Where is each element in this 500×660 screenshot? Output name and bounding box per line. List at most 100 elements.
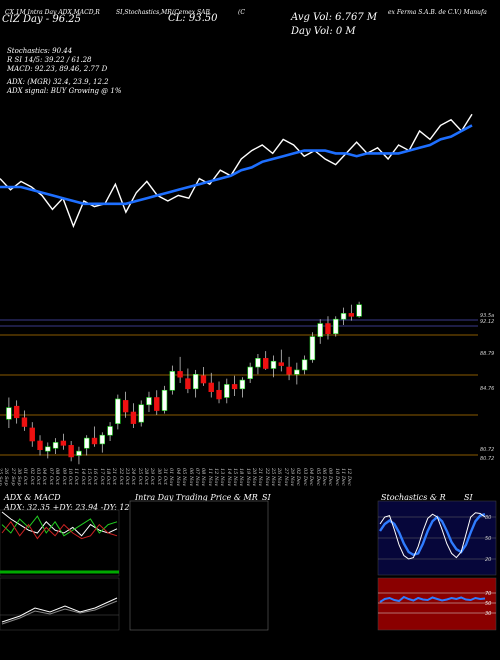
candle-body [286, 366, 292, 375]
candle-body [278, 362, 284, 366]
date-label: 11 Dec [339, 468, 346, 486]
stoch-level-label: 50 [485, 536, 491, 542]
date-label: 07 Nov [193, 468, 200, 487]
candle-body [356, 304, 362, 317]
candle-body [169, 371, 176, 391]
date-label: 19 Nov [244, 468, 251, 487]
candle-body [309, 336, 316, 361]
adx-panel-values: ADX: 32.35 +DY: 23.94 -DY: 12.23 [4, 503, 143, 512]
date-label: 27 Nov [282, 468, 289, 487]
intraday-panel [129, 500, 269, 631]
date-label: 17 Oct [98, 468, 105, 485]
header-symbol: CX 1M Intra Day ADX,MACD,R [5, 9, 100, 16]
candle-body [21, 417, 28, 427]
candle-body [138, 404, 144, 423]
date-label: 08 Oct [54, 468, 61, 485]
candle-body [37, 440, 43, 450]
intraday-panel-si: SI [262, 493, 271, 502]
candle-body [29, 427, 35, 442]
date-label: 07 Oct [47, 468, 54, 485]
macd-readout: MACD: 92.23, 89.46, 2.77 D [7, 65, 108, 73]
stoch-level-label: 80 [485, 515, 491, 521]
date-label: 13 Nov [219, 468, 226, 487]
date-label: 22 Oct [117, 468, 124, 485]
date-label: 09 Oct [60, 468, 67, 485]
close-label: CL: 93.50 [168, 13, 218, 24]
adx-panel [0, 509, 120, 577]
date-label: 21 Nov [257, 468, 264, 487]
rsi-level-label: 30 [485, 611, 491, 617]
price-label: 80.72 [480, 456, 494, 462]
avg-volume: Avg Vol: 6.767 M [291, 12, 378, 23]
candle-body [333, 318, 339, 335]
candle-body [301, 359, 308, 371]
candle-body [154, 397, 160, 411]
header-indicators: SI,Stochastics,MR [116, 9, 172, 16]
plus-di-line [1, 515, 118, 537]
candle-body [192, 373, 199, 390]
moving-average-line [0, 124, 473, 206]
rsi-level-label: 50 [485, 601, 491, 607]
header-company-short: (Cemex SAB [172, 9, 210, 16]
candle-body [208, 382, 214, 392]
candle-body [161, 389, 168, 411]
price-label: 84.76 [480, 386, 494, 392]
stoch-fast-line [379, 512, 486, 560]
candle-body [115, 398, 121, 424]
stoch-panel-si: SI [464, 493, 473, 502]
candle-body [13, 405, 20, 419]
candle-body [60, 440, 67, 446]
candle-body [263, 358, 269, 369]
date-label: 11 Nov [206, 468, 213, 487]
date-label: 06 Nov [187, 468, 194, 487]
date-label: 01 Oct [22, 468, 29, 485]
rsi-line [379, 595, 486, 603]
stoch-panel-title: Stochastics & R [381, 493, 446, 502]
date-label: 12 Nov [212, 468, 219, 487]
candle-body [91, 437, 98, 445]
date-label: 24 Oct [130, 468, 137, 485]
candle-body [99, 434, 105, 445]
date-label: 15 Oct [85, 468, 92, 485]
candle-body [107, 426, 113, 436]
candle-body [6, 407, 12, 420]
candle-body [317, 323, 323, 337]
candle-body [247, 366, 253, 379]
date-label: 26 Nov [276, 468, 283, 487]
date-label: 22 Nov [263, 468, 270, 487]
rsi-readout: R SI 14/5: 39.22 / 61.28 [7, 56, 92, 64]
stoch-slow-line [379, 513, 486, 557]
intraday-panel-title: Intra Day Trading Price & MR [135, 493, 258, 502]
date-label: 01 Nov [168, 468, 175, 487]
candle-body [231, 384, 238, 390]
macd-signal-line [1, 600, 118, 625]
rsi-panel [377, 577, 497, 631]
date-label: 03 Dec [301, 468, 308, 486]
candle-body [224, 384, 230, 398]
candle-body [146, 397, 152, 406]
adx-panel-title: ADX & MACD [4, 493, 61, 502]
date-label: 10 Dec [333, 468, 340, 486]
date-label: 04 Oct [41, 468, 48, 485]
candle-body [255, 358, 261, 368]
date-label: 02 Dec [295, 468, 302, 486]
header-close-day: ClZ Day - 96.25 [2, 14, 81, 25]
header-company-long: ex Ferma S.A.B. de C.V.) Manufa [388, 9, 487, 16]
stochastics-readout: Stochastics: 90.44 [7, 47, 73, 55]
candle-body [52, 442, 59, 449]
candle-body [84, 437, 90, 449]
candle-body [130, 411, 137, 424]
macd-panel [0, 577, 120, 631]
close-line [0, 113, 473, 229]
minus-di-line [1, 520, 118, 540]
candle-body [68, 445, 74, 458]
date-label: 29 Oct [149, 468, 156, 485]
candle-body [122, 400, 129, 413]
date-label: 18 Nov [238, 468, 245, 487]
date-label: 02 Oct [28, 468, 35, 485]
day-volume: Day Vol: 0 M [291, 26, 356, 37]
candle-body [239, 379, 246, 390]
date-label: 21 Oct [111, 468, 118, 485]
date-label: 04 Dec [308, 468, 315, 486]
